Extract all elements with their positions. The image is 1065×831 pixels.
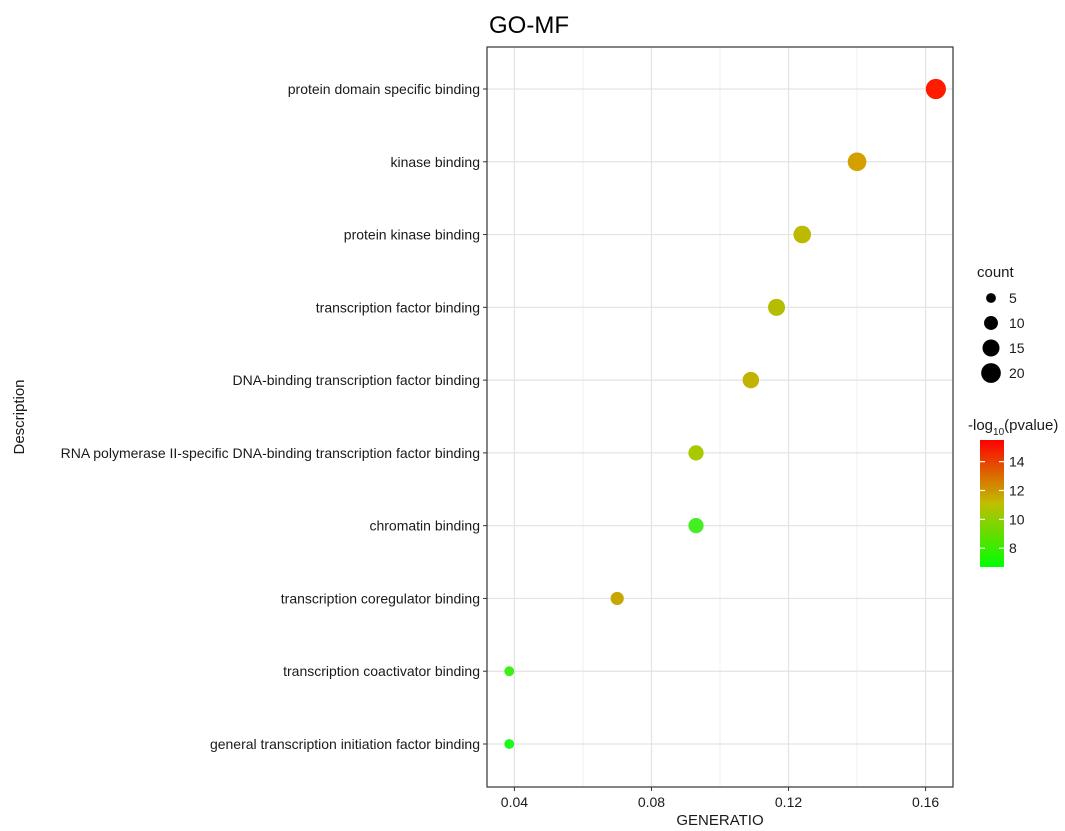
y-tick-label: transcription coactivator binding — [283, 663, 480, 679]
color-tick-label: 12 — [1009, 483, 1025, 499]
data-point — [504, 739, 515, 749]
data-point — [688, 518, 704, 534]
data-point — [504, 666, 515, 677]
y-tick-labels: protein domain specific binding kinase bi… — [61, 81, 487, 752]
y-tick-label: protein domain specific binding — [288, 81, 480, 97]
chart-title: GO-MF — [489, 12, 569, 39]
x-tick-label: 0.12 — [775, 794, 802, 810]
data-points — [504, 78, 946, 749]
size-legend-label: 10 — [1009, 315, 1025, 331]
color-legend-title: -log10(pvalue) — [968, 417, 1058, 438]
size-legend-label: 15 — [1009, 340, 1025, 356]
size-legend-title: count — [977, 264, 1015, 281]
size-legend-key — [984, 316, 998, 330]
data-point — [925, 78, 946, 100]
color-tick-label: 14 — [1009, 454, 1025, 470]
data-point — [768, 298, 786, 316]
y-tick-label: DNA-binding transcription factor binding — [233, 372, 480, 388]
y-tick-label: general transcription initiation factor … — [210, 736, 480, 752]
color-tick-label: 8 — [1009, 540, 1017, 556]
x-tick-label: 0.08 — [638, 794, 665, 810]
data-point — [793, 225, 812, 244]
color-legend-title-sub: 10 — [993, 427, 1005, 438]
size-legend-key — [986, 293, 996, 303]
y-tick-label: chromatin binding — [369, 518, 480, 534]
data-point — [610, 591, 624, 606]
x-tick-label: 0.16 — [912, 794, 939, 810]
y-tick-label: transcription coregulator binding — [281, 590, 480, 606]
size-legend-label: 20 — [1009, 365, 1025, 381]
color-tick-label: 10 — [1009, 511, 1025, 527]
y-tick-label: transcription factor binding — [316, 299, 480, 315]
y-axis-title: Description — [11, 379, 28, 454]
data-point — [688, 445, 704, 461]
x-axis-title: GENERATIO — [676, 812, 763, 829]
data-point — [847, 152, 867, 172]
y-tick-label: RNA polymerase II-specific DNA-binding t… — [61, 445, 480, 461]
color-legend-title-rest: (pvalue) — [1004, 417, 1058, 434]
size-legend-key — [982, 339, 1000, 357]
plot-border — [486, 46, 954, 788]
data-point — [742, 371, 760, 389]
x-tick-label: 0.04 — [501, 794, 528, 810]
y-tick-label: protein kinase binding — [344, 227, 480, 243]
size-legend-key — [981, 363, 1001, 383]
color-legend-title-main: -log — [968, 417, 993, 434]
size-legend: 5 10 15 20 — [981, 290, 1025, 383]
x-tick-labels: 0.04 0.08 0.12 0.16 — [501, 787, 939, 810]
size-legend-label: 5 — [1009, 290, 1017, 306]
color-bar-ticks: 8 10 12 14 — [980, 454, 1025, 556]
y-tick-label: kinase binding — [390, 154, 480, 170]
